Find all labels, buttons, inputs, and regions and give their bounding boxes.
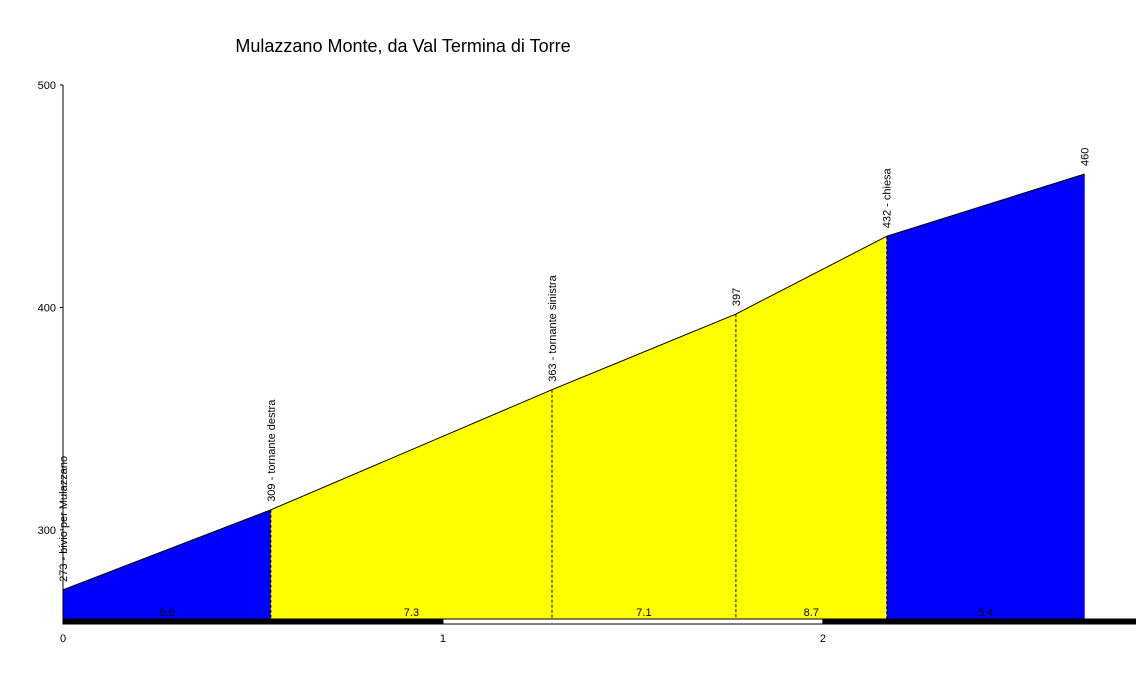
point-label: 432 - chiesa [882,167,894,228]
gradient-label: 8.7 [804,607,819,619]
chart-title: Mulazzano Monte, da Val Termina di Torre [235,36,570,56]
x-tick-label: 0 [60,633,66,645]
point-label: 460 [1080,148,1092,166]
segment [63,509,271,621]
y-tick-label: 400 [38,302,56,314]
segment [270,389,553,621]
profile-line [62,173,1085,591]
segment [886,173,1085,622]
gradient-label: 7.1 [636,607,651,619]
gradient-label: 5.4 [978,607,993,619]
point-label: 397 [731,288,743,306]
scale-bar [822,618,1136,625]
y-tick-label: 500 [38,80,56,92]
x-tick-label: 1 [440,633,446,645]
scale-bar [442,618,824,625]
segment [552,314,736,621]
point-label: 273 - bivio per Mulazzano [58,456,70,582]
scale-bar [62,618,444,625]
gradient-label: 6.6 [159,607,174,619]
point-label: 309 - tornante destra [266,399,278,502]
y-tick-label: 300 [38,525,56,537]
x-tick-label: 2 [820,633,826,645]
segment [735,236,887,621]
gradient-label: 7.3 [404,607,419,619]
point-label: 363 - tornante sinistra [547,274,559,381]
